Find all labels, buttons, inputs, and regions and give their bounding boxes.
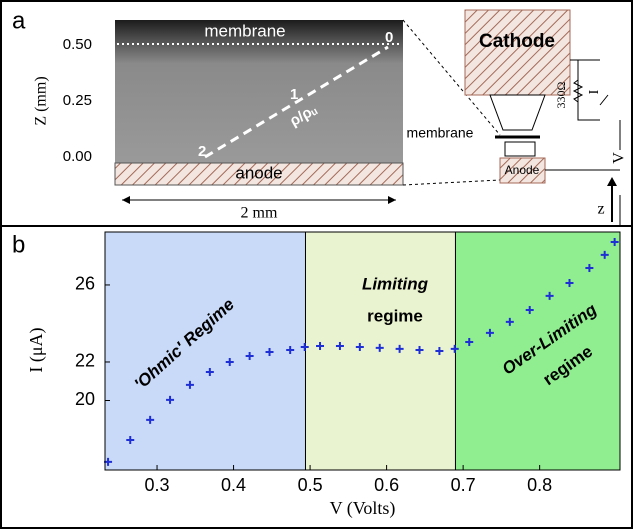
figure: a anode membrane 0 1 2 ρ/ρᵤ 0.50 0.25 0.…: [0, 0, 633, 529]
y-axis-title: I (μA): [26, 327, 47, 372]
anode-box-text: Anode: [505, 163, 540, 177]
x-axis-title: V (Volts): [330, 498, 396, 519]
region: [105, 232, 305, 470]
micrograph: [115, 20, 403, 165]
current-text: I: [587, 89, 602, 94]
panel-label: a: [12, 7, 26, 34]
scale-label: 2 mm: [241, 205, 278, 222]
profile-mark: 0: [385, 29, 393, 46]
x-tick-label: 0.7: [451, 475, 476, 495]
anode-text: anode: [235, 163, 282, 182]
x-tick-label: 0.6: [374, 475, 399, 495]
y-tick-label: 22: [75, 351, 95, 371]
z-tick: 0.25: [63, 92, 92, 109]
x-tick-label: 0.3: [145, 475, 170, 495]
x-tick-label: 0.4: [221, 475, 246, 495]
channel: [505, 142, 535, 156]
region-label: regime: [367, 306, 423, 325]
cathode-text: Cathode: [479, 31, 555, 52]
resistor-text: 330Ω: [554, 81, 568, 108]
y-tick-label: 26: [75, 274, 95, 294]
membrane-side-text: membrane: [407, 125, 474, 141]
z-tick: 0.50: [63, 36, 92, 53]
y-tick-label: 20: [75, 389, 95, 409]
x-tick-label: 0.8: [527, 475, 552, 495]
profile-mark: 2: [198, 143, 206, 160]
region-label: Limiting: [362, 274, 429, 293]
z-axis-title: Z (mm): [33, 76, 50, 125]
profile-mark: 1: [290, 86, 298, 103]
z-tick: 0.00: [63, 148, 92, 165]
z-arrow-text: z: [597, 201, 604, 218]
panel-label: b: [12, 231, 25, 258]
membrane-text: membrane: [204, 21, 285, 40]
voltage-text: V: [611, 152, 628, 164]
x-tick-label: 0.5: [298, 475, 323, 495]
